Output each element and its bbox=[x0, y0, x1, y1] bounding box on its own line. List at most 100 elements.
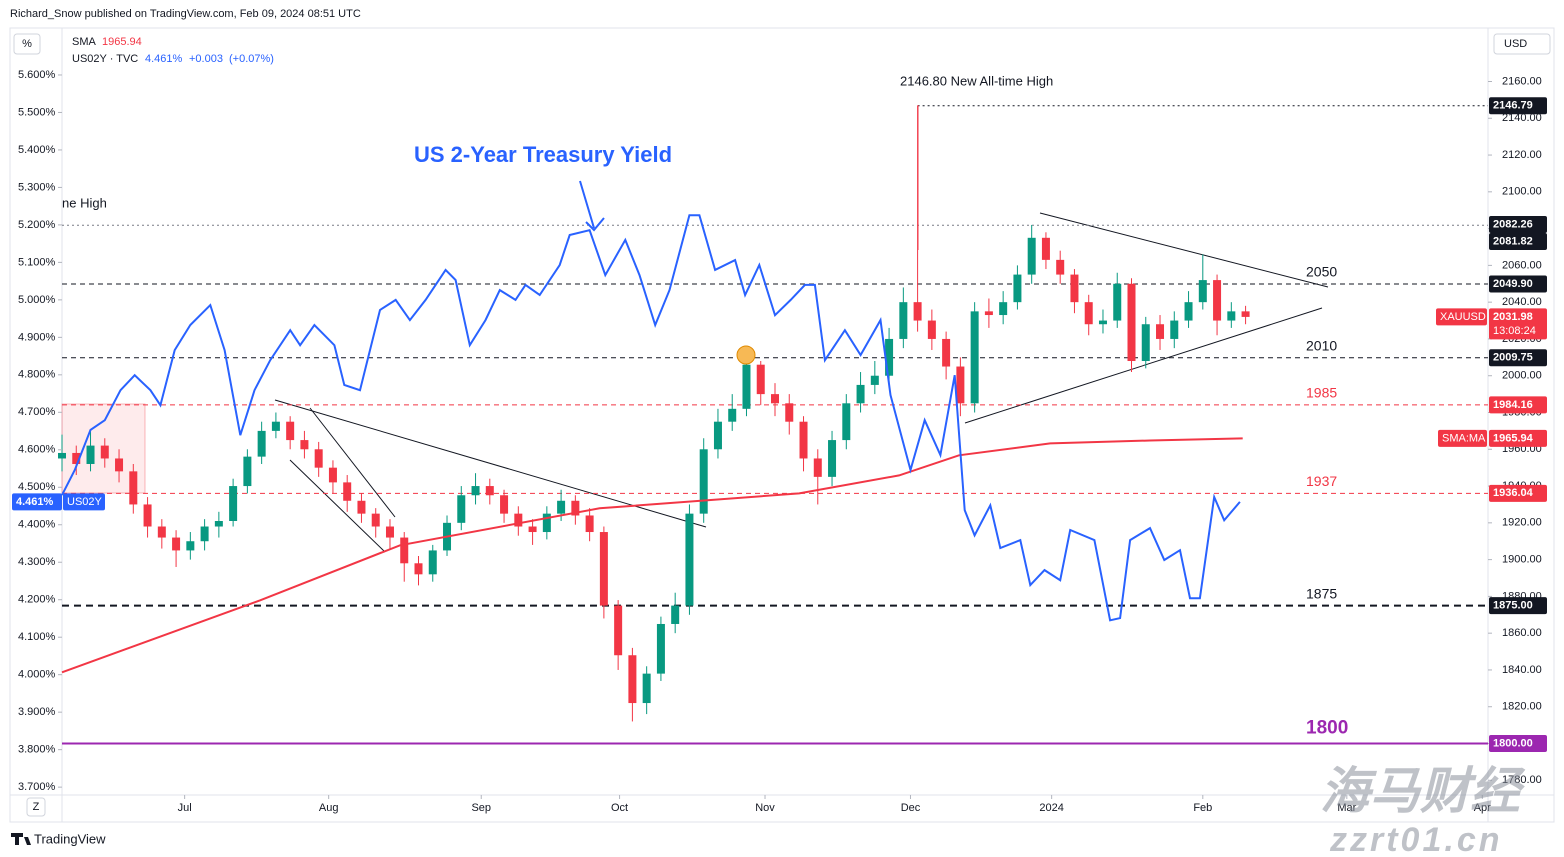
candle-body bbox=[1098, 320, 1107, 325]
candle-body bbox=[699, 449, 708, 514]
candle-body bbox=[186, 541, 195, 551]
y2-tick-label: 3.800% bbox=[18, 744, 56, 756]
y2-tick-label: 3.700% bbox=[18, 781, 56, 793]
candle-body bbox=[970, 311, 979, 404]
right-axis-unit-box[interactable] bbox=[1493, 33, 1551, 55]
y-tick-label: 2160.00 bbox=[1502, 75, 1542, 87]
y2-tick-label: 4.400% bbox=[18, 519, 56, 531]
yield-label: 4.461% bbox=[16, 496, 54, 508]
level-label: 2082.26 bbox=[1493, 218, 1533, 230]
y2-tick-label: 5.600% bbox=[18, 69, 56, 81]
y2-tick-label: 4.100% bbox=[18, 631, 56, 643]
x-tick-label: Aug bbox=[319, 802, 339, 814]
y2-tick-label: 4.800% bbox=[18, 369, 56, 381]
yield-name-box bbox=[63, 493, 105, 511]
candle-body bbox=[742, 364, 751, 409]
candle-body bbox=[457, 495, 466, 523]
candle-body bbox=[243, 456, 252, 487]
candle-body bbox=[999, 302, 1008, 316]
candle-body bbox=[1113, 283, 1122, 321]
level-label-box bbox=[1489, 97, 1547, 115]
candle-body bbox=[257, 430, 266, 457]
candle-body bbox=[799, 421, 808, 459]
legend-yield-change: +0.003 bbox=[189, 53, 223, 65]
candle-body bbox=[1056, 259, 1065, 275]
candle-body bbox=[157, 526, 166, 538]
tv-brand: TradingView bbox=[34, 831, 106, 846]
candle-body bbox=[500, 495, 509, 514]
x-tick-label: Sep bbox=[471, 802, 491, 814]
y-tick-label: 2000.00 bbox=[1502, 370, 1542, 382]
left-axis-unit: % bbox=[22, 38, 32, 50]
y2-tick-label: 4.000% bbox=[18, 669, 56, 681]
candle-body bbox=[371, 513, 380, 527]
candle-body bbox=[214, 520, 223, 527]
y2-tick-label: 5.200% bbox=[18, 219, 56, 231]
candle-body bbox=[927, 320, 936, 339]
candle-body bbox=[585, 515, 594, 533]
left-axis-unit-box[interactable] bbox=[13, 33, 41, 55]
candle-body bbox=[656, 623, 665, 674]
candle-body bbox=[514, 513, 523, 527]
y-tick-label: 2100.00 bbox=[1502, 186, 1542, 198]
level-label: 1936.04 bbox=[1493, 487, 1534, 499]
yield-label-box bbox=[12, 493, 62, 511]
level-note: 1875 bbox=[1306, 585, 1337, 601]
legend-yield-value: 4.461% bbox=[145, 53, 183, 65]
y2-tick-label: 4.900% bbox=[18, 331, 56, 343]
level-note: 2010 bbox=[1306, 337, 1337, 353]
candle-body bbox=[271, 421, 280, 431]
candle-body bbox=[528, 526, 537, 533]
level-label: 2009.75 bbox=[1493, 352, 1533, 364]
candle-body bbox=[1184, 302, 1193, 321]
sma-name-box bbox=[1438, 429, 1487, 447]
legend-sma-name: SMA bbox=[72, 36, 97, 48]
x-tick-label: 2024 bbox=[1039, 802, 1063, 814]
level-label-box bbox=[1489, 349, 1547, 367]
y2-tick-label: 4.700% bbox=[18, 406, 56, 418]
candle-body bbox=[813, 458, 822, 477]
candle-body bbox=[1213, 280, 1222, 321]
candle-body bbox=[870, 375, 879, 385]
candle-body bbox=[115, 458, 124, 472]
level-label: 2049.90 bbox=[1493, 278, 1533, 290]
y-tick-label: 1820.00 bbox=[1502, 701, 1542, 713]
y2-tick-label: 5.300% bbox=[18, 181, 56, 193]
y-tick-label: 1920.00 bbox=[1502, 517, 1542, 529]
ath-annotation: 2146.80 New All-time High bbox=[900, 73, 1053, 88]
tv-logo bbox=[11, 833, 31, 845]
sma-label: 1965.94 bbox=[1493, 432, 1534, 444]
watermark: 海马财经 bbox=[1320, 763, 1526, 819]
marker-circle bbox=[736, 345, 756, 365]
candle-body bbox=[1170, 320, 1179, 339]
y2-tick-label: 4.300% bbox=[18, 556, 56, 568]
x-tick-label: Dec bbox=[901, 802, 921, 814]
zoom-button[interactable] bbox=[26, 797, 46, 817]
candle-body bbox=[1084, 302, 1093, 325]
sma-label-box bbox=[1489, 429, 1547, 447]
candle-body bbox=[542, 513, 551, 533]
candle-body bbox=[414, 563, 423, 575]
candle-body bbox=[1156, 324, 1165, 339]
candle-body bbox=[771, 394, 779, 404]
x-tick-label: Nov bbox=[755, 802, 775, 814]
price-countdown: 13:08:24 bbox=[1493, 325, 1536, 337]
y-tick-label: 1900.00 bbox=[1502, 554, 1542, 566]
level-label-box bbox=[1489, 484, 1547, 502]
header: Richard_Snow published on TradingView.co… bbox=[10, 8, 361, 20]
yield-annotation: US 2-Year Treasury Yield bbox=[414, 142, 672, 167]
y-tick-label: 2040.00 bbox=[1502, 296, 1542, 308]
level-label: 1875.00 bbox=[1493, 599, 1533, 611]
x-tick-label: Mar bbox=[1337, 802, 1356, 814]
candle-body bbox=[1027, 237, 1036, 275]
level-label: 1984.16 bbox=[1493, 399, 1533, 411]
x-tick-label: Apr bbox=[1474, 802, 1491, 814]
y2-tick-label: 5.400% bbox=[18, 144, 56, 156]
price-name: XAUUSD bbox=[1440, 311, 1486, 323]
candle-body bbox=[842, 403, 851, 441]
yield-arrow bbox=[579, 180, 605, 232]
frame bbox=[9, 27, 1555, 823]
candle-body bbox=[614, 605, 623, 656]
candle-body bbox=[728, 408, 737, 422]
